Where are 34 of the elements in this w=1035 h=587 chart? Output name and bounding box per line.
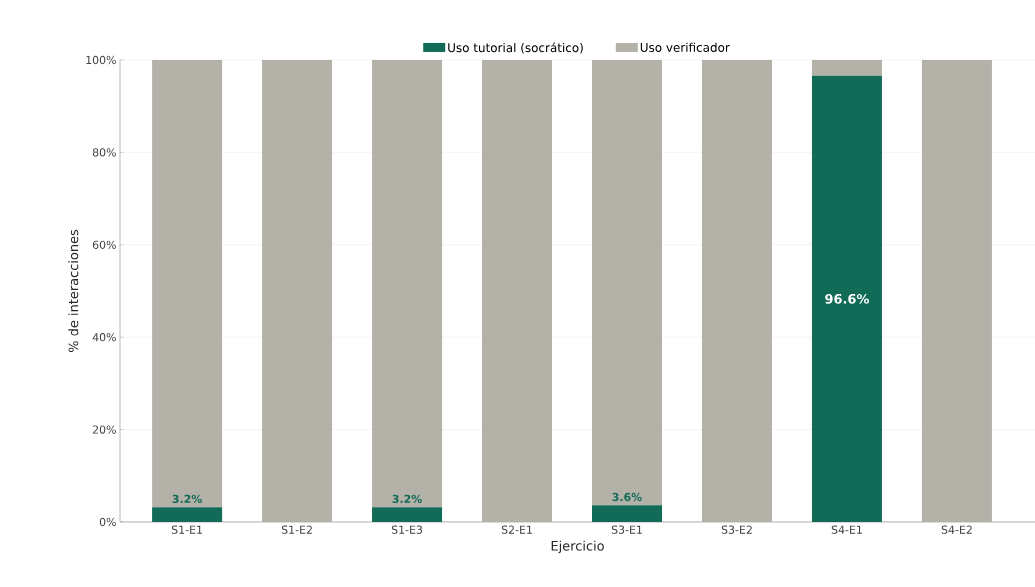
y-axis-title: % de interacciones <box>68 229 79 353</box>
x-tick-label: S1-E3 <box>391 525 423 534</box>
x-tick-label: S1-E1 <box>171 525 202 534</box>
x-tick-label: S1-E2 <box>281 525 312 534</box>
bar <box>921 59 992 522</box>
x-tick-label: S2-E1 <box>501 525 532 534</box>
x-tick-label: S4-E2 <box>941 525 972 534</box>
bar <box>811 59 882 76</box>
bar <box>372 59 443 508</box>
x-axis-title: Ejercicio <box>551 540 604 554</box>
y-tick-label: 80% <box>92 148 116 157</box>
data-label: 96.6% <box>825 293 870 304</box>
y-tick-label: 40% <box>92 333 116 342</box>
y-tick-label: 0% <box>99 517 116 527</box>
x-tick-label: S4-E1 <box>831 525 862 534</box>
bar <box>372 507 443 522</box>
bar <box>811 75 882 522</box>
data-label: 3.2% <box>172 494 202 503</box>
legend-label: Uso verificador <box>640 42 730 52</box>
data-label: 3.2% <box>392 494 422 503</box>
x-tick-label: S3-E1 <box>611 525 642 534</box>
x-tick-label: S3-E2 <box>721 525 752 534</box>
y-tick-label: 100% <box>86 55 116 65</box>
data-label: 3.6% <box>612 492 642 502</box>
bar <box>482 59 553 522</box>
legend-label: Uso tutorial (socrático) <box>448 42 583 54</box>
y-tick-label: 60% <box>92 240 116 249</box>
bar <box>152 507 223 522</box>
bar <box>592 59 662 506</box>
bar <box>152 59 223 508</box>
bar <box>592 505 662 522</box>
y-tick-label: 20% <box>92 425 116 434</box>
bar <box>701 59 772 522</box>
bar <box>262 59 333 522</box>
